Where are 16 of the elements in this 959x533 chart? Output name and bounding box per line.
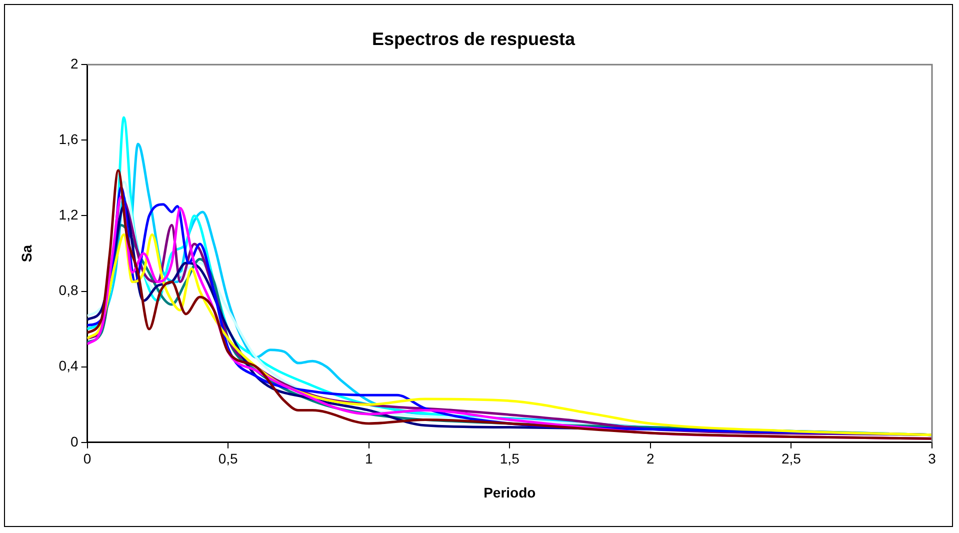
x-tick-label: 2,5 [781, 450, 802, 467]
y-tick-label: 0 [70, 433, 78, 450]
x-tick-label: 1,5 [500, 450, 520, 467]
x-tick-label: 2 [646, 450, 655, 467]
y-tick-label: 1,2 [58, 206, 78, 223]
x-tick-label: 1 [364, 450, 373, 467]
x-axis-title: Periodo [484, 484, 536, 500]
y-tick-label: 2 [70, 55, 78, 72]
y-tick-label: 1,6 [58, 131, 78, 148]
y-tick-label: 0,4 [58, 358, 78, 374]
x-tick-label: 0 [83, 450, 92, 467]
y-tick-label: 0,8 [58, 282, 78, 298]
chart-title: Espectros de respuesta [372, 28, 576, 49]
y-axis-title: Sa [18, 244, 34, 262]
x-tick-label: 0,5 [218, 450, 238, 467]
x-tick-label: 3 [928, 450, 936, 467]
